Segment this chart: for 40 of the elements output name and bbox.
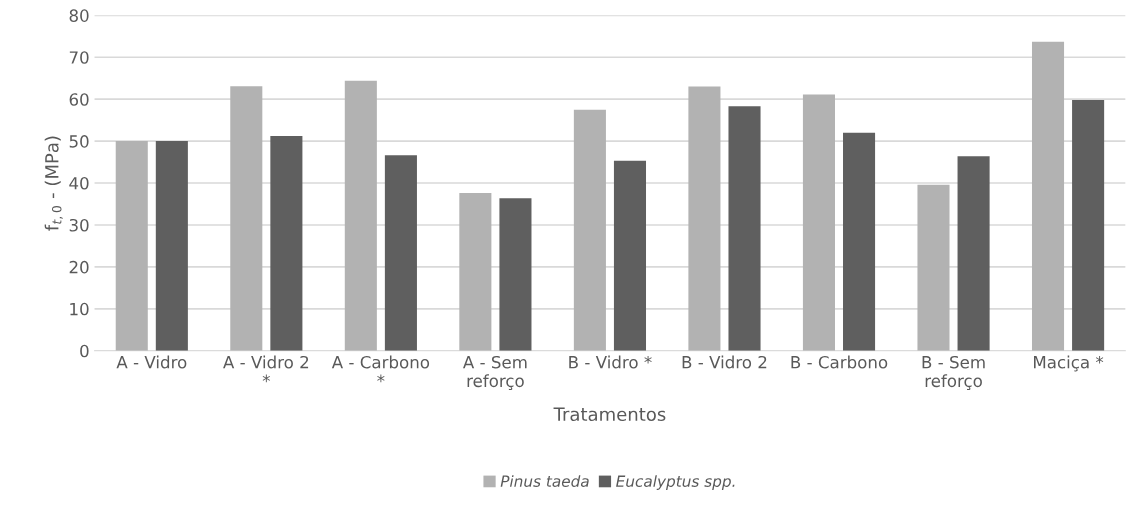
- legend-label: Pinus taeda: [500, 475, 589, 487]
- bar: [613, 160, 647, 351]
- y-tick-label: 30: [69, 218, 89, 232]
- bar: [459, 193, 492, 351]
- bar: [1072, 100, 1105, 351]
- x-tick-label: B - Carbono: [791, 355, 888, 369]
- x-axis-title: Tratamentos: [553, 407, 666, 422]
- bar: [1031, 41, 1065, 351]
- x-tick-label: B - Vidro *: [569, 355, 652, 369]
- bar: [917, 184, 950, 351]
- bar: [230, 86, 263, 351]
- bar: [843, 132, 876, 351]
- y-tick-label: 40: [69, 177, 89, 190]
- bar: [115, 141, 148, 351]
- x-tick-label: Maciça *: [1034, 355, 1104, 372]
- bar: [155, 141, 188, 351]
- bar: [573, 109, 606, 351]
- x-tick-label: A - Vidro: [116, 355, 187, 369]
- bar: [384, 155, 417, 351]
- x-tick-label: B - Sem reforço: [922, 355, 985, 391]
- y-tick-label: 0: [80, 344, 89, 358]
- bar: [499, 198, 532, 351]
- y-tick-label: 10: [70, 302, 89, 316]
- x-tick-label: A - Sem reforço: [462, 355, 527, 391]
- bar: [802, 94, 835, 351]
- x-tick-label: A - Vidro 2 *: [223, 355, 309, 383]
- x-tick-label: A - Carbono *: [331, 355, 430, 383]
- bar: [688, 86, 721, 351]
- y-axis-title: f$_{t,0}$ - (MPa): [44, 136, 63, 231]
- y-tick-label: 20: [69, 260, 89, 274]
- legend-label: Eucalyptus spp.: [616, 475, 735, 490]
- y-tick-label: 70: [69, 51, 89, 64]
- y-tick-label: 60: [69, 93, 89, 106]
- x-tick-label: B - Vidro 2: [682, 355, 767, 369]
- y-tick-label: 50: [69, 135, 89, 148]
- bar: [270, 136, 303, 351]
- y-tick-label: 80: [69, 9, 89, 22]
- bar: [728, 106, 761, 351]
- bar: [957, 156, 990, 351]
- bar: [344, 80, 377, 351]
